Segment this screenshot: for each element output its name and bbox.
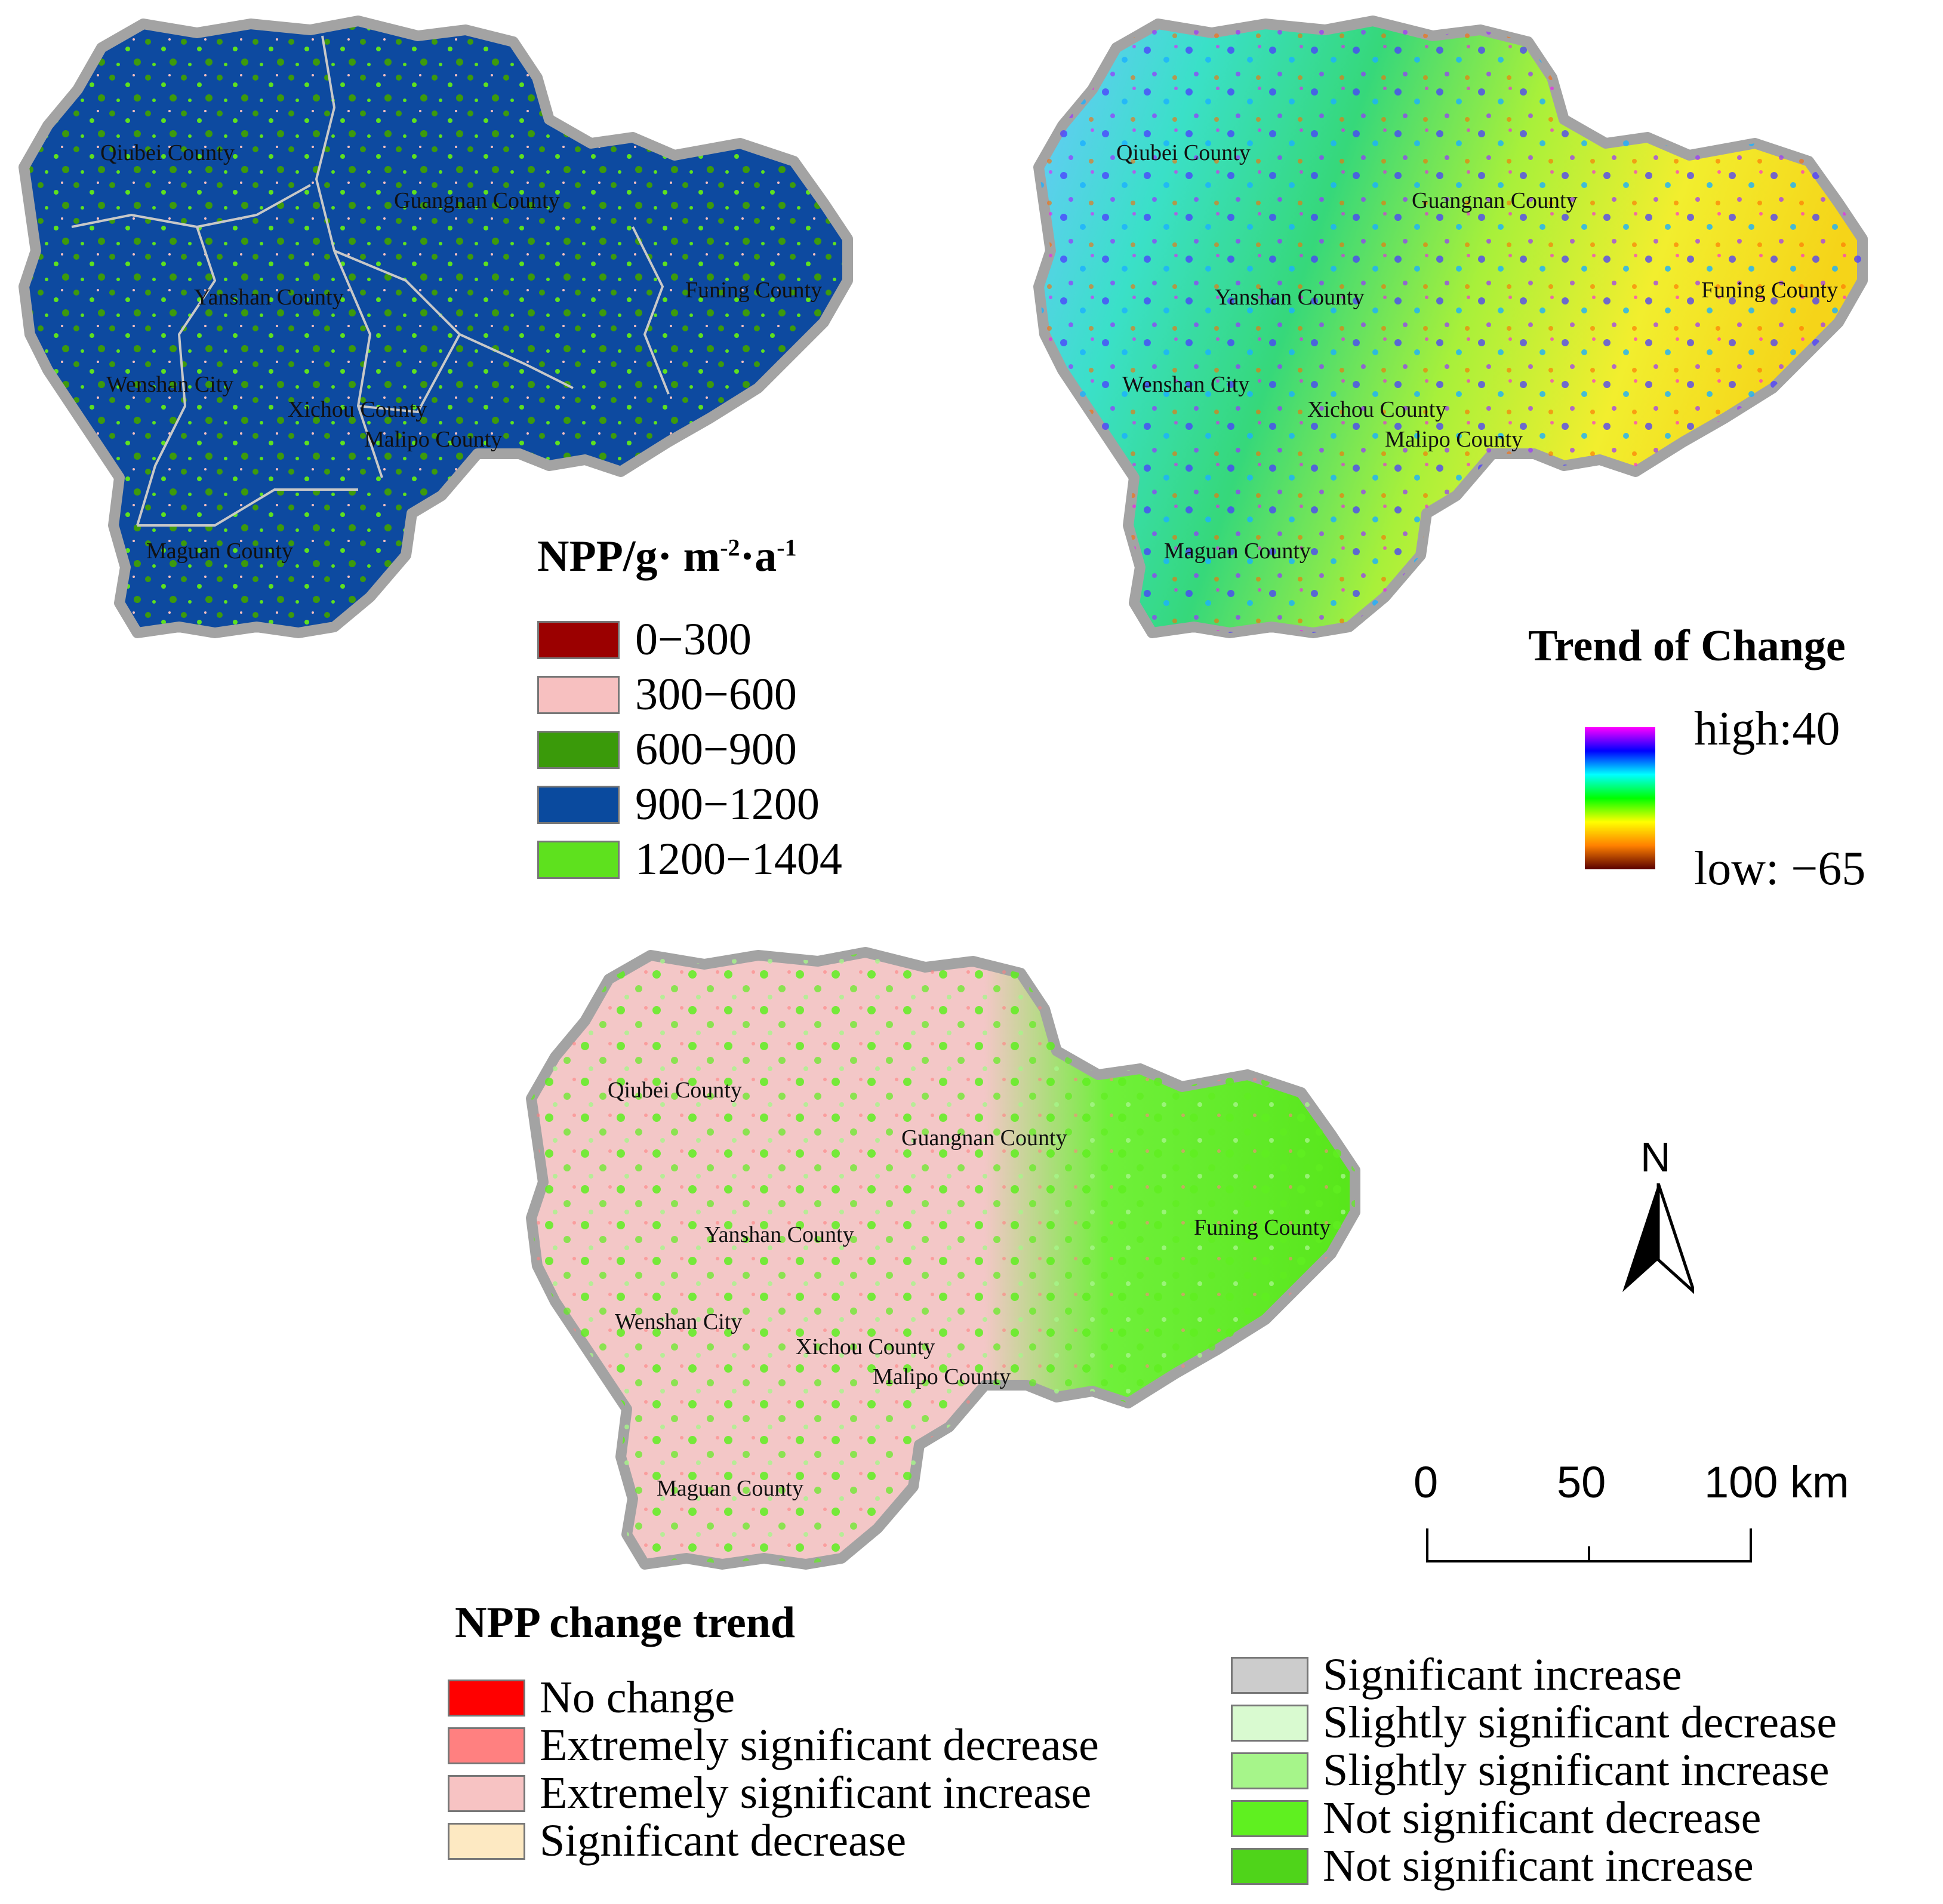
trend-color-ramp xyxy=(1585,727,1655,869)
legend-label: 1200−1404 xyxy=(635,834,842,884)
legend-label: Significant decrease xyxy=(540,1816,907,1866)
change-legend-item: Slightly significant increase xyxy=(1231,1745,1829,1797)
change-legend-item: Slightly significant decrease xyxy=(1231,1697,1837,1749)
legend-swatch xyxy=(537,620,620,659)
county-label: Funing County xyxy=(685,278,822,303)
npp-county-boundaries xyxy=(71,35,670,527)
legend-swatch xyxy=(448,1727,525,1764)
npp-legend-title: NPP/g· m-2·a-1 xyxy=(537,531,797,582)
county-label: Wenshan City xyxy=(106,372,233,397)
county-label: Xichou County xyxy=(1307,397,1446,422)
npp-legend-title-main: NPP/g· m xyxy=(537,532,720,581)
legend-swatch xyxy=(448,1822,525,1860)
county-label: Yanshan County xyxy=(704,1222,854,1247)
legend-label: Extremely significant decrease xyxy=(540,1720,1099,1770)
county-label: Xichou County xyxy=(796,1334,935,1359)
county-label: Maguan County xyxy=(1164,539,1311,564)
legend-label: Extremely significant increase xyxy=(540,1768,1092,1818)
scale-bar xyxy=(1426,1528,1752,1562)
change-legend-item: Extremely significant increase xyxy=(448,1767,1091,1819)
trend-high-label: high:40 xyxy=(1694,703,1840,755)
county-label: Malipo County xyxy=(364,427,502,452)
county-label: Qiubei County xyxy=(1116,140,1251,165)
legend-label: Slightly significant increase xyxy=(1323,1745,1830,1795)
county-label: Malipo County xyxy=(873,1364,1011,1389)
legend-label: Not significant decrease xyxy=(1323,1793,1762,1843)
npp-legend-title-exponent-1: -2 xyxy=(720,534,740,561)
legend-label: 900−1200 xyxy=(635,779,820,829)
npp-legend-title-mid: ·a xyxy=(740,532,777,581)
npp-legend-item: 1200−1404 xyxy=(537,833,842,885)
legend-label: Not significant increase xyxy=(1323,1841,1754,1891)
legend-swatch xyxy=(537,730,620,769)
change-legend-item: Not significant decrease xyxy=(1231,1792,1761,1844)
legend-swatch xyxy=(1231,1800,1308,1837)
county-label: Wenshan City xyxy=(615,1309,742,1334)
county-label: Yanshan County xyxy=(1215,285,1365,310)
legend-swatch xyxy=(1231,1752,1308,1789)
legend-swatch xyxy=(537,840,620,879)
county-label: Guangnan County xyxy=(901,1125,1067,1151)
north-arrow-label: N xyxy=(1640,1134,1671,1180)
legend-label: 0−300 xyxy=(635,614,752,665)
county-label: Xichou County xyxy=(288,397,427,422)
legend-swatch xyxy=(537,785,620,824)
county-label: Funing County xyxy=(1194,1215,1331,1240)
legend-label: 300−600 xyxy=(635,669,797,719)
npp-county-labels: Qiubei County Guangnan County Funing Cou… xyxy=(100,140,822,564)
change-legend-item: Significant decrease xyxy=(448,1815,906,1867)
county-label: Wenshan City xyxy=(1122,372,1249,397)
legend-label: No change xyxy=(540,1672,735,1722)
north-arrow-icon xyxy=(1622,1183,1694,1294)
npp-legend-item: 900−1200 xyxy=(537,779,820,830)
scale-label: 50 xyxy=(1557,1457,1606,1507)
npp-legend-item: 600−900 xyxy=(537,724,797,776)
legend-swatch xyxy=(1231,1847,1308,1885)
change-legend-item: Not significant increase xyxy=(1231,1840,1754,1892)
county-label: Maguan County xyxy=(657,1476,803,1501)
county-label: Maguan County xyxy=(146,539,293,564)
county-label: Yanshan County xyxy=(194,285,344,310)
county-label: Guangnan County xyxy=(1412,188,1578,213)
county-label: Guangnan County xyxy=(394,188,560,213)
legend-swatch xyxy=(1231,1704,1308,1742)
npp-map-region xyxy=(19,16,853,638)
npp-legend-item: 300−600 xyxy=(537,669,797,721)
change-legend-item: Significant increase xyxy=(1231,1649,1682,1701)
legend-swatch xyxy=(448,1679,525,1717)
legend-label: Slightly significant decrease xyxy=(1323,1697,1837,1748)
change-map-region xyxy=(526,947,1360,1570)
trend-map-region xyxy=(1033,16,1868,638)
legend-label: 600−900 xyxy=(635,724,797,774)
npp-map: Qiubei County Guangnan County Funing Cou… xyxy=(19,16,853,638)
npp-legend-item: 0−300 xyxy=(537,614,752,666)
county-label: Malipo County xyxy=(1385,427,1523,452)
legend-label: Significant increase xyxy=(1323,1650,1682,1700)
legend-swatch xyxy=(1231,1656,1308,1694)
npp-legend-title-exponent-2: -1 xyxy=(777,534,797,561)
change-county-labels: Qiubei County Guangnan County Yanshan Co… xyxy=(608,1078,1331,1501)
scale-label: 100 km xyxy=(1704,1457,1849,1507)
trend-map: Qiubei County Guangnan County Funing Cou… xyxy=(1033,16,1868,638)
trend-legend-title: Trend of Change xyxy=(1528,622,1846,670)
legend-swatch xyxy=(448,1774,525,1812)
county-label: Qiubei County xyxy=(608,1078,742,1103)
trend-county-labels: Qiubei County Guangnan County Funing Cou… xyxy=(1116,140,1838,564)
county-label: Funing County xyxy=(1701,278,1838,303)
legend-swatch xyxy=(537,675,620,714)
change-legend-item: Extremely significant decrease xyxy=(448,1720,1099,1771)
trend-low-label: low: −65 xyxy=(1694,842,1866,895)
change-legend-item: No change xyxy=(448,1672,735,1724)
county-label: Qiubei County xyxy=(100,140,235,165)
change-legend-title: NPP change trend xyxy=(455,1598,796,1647)
change-map: Qiubei County Guangnan County Yanshan Co… xyxy=(526,947,1360,1570)
scale-label: 0 xyxy=(1414,1457,1439,1507)
